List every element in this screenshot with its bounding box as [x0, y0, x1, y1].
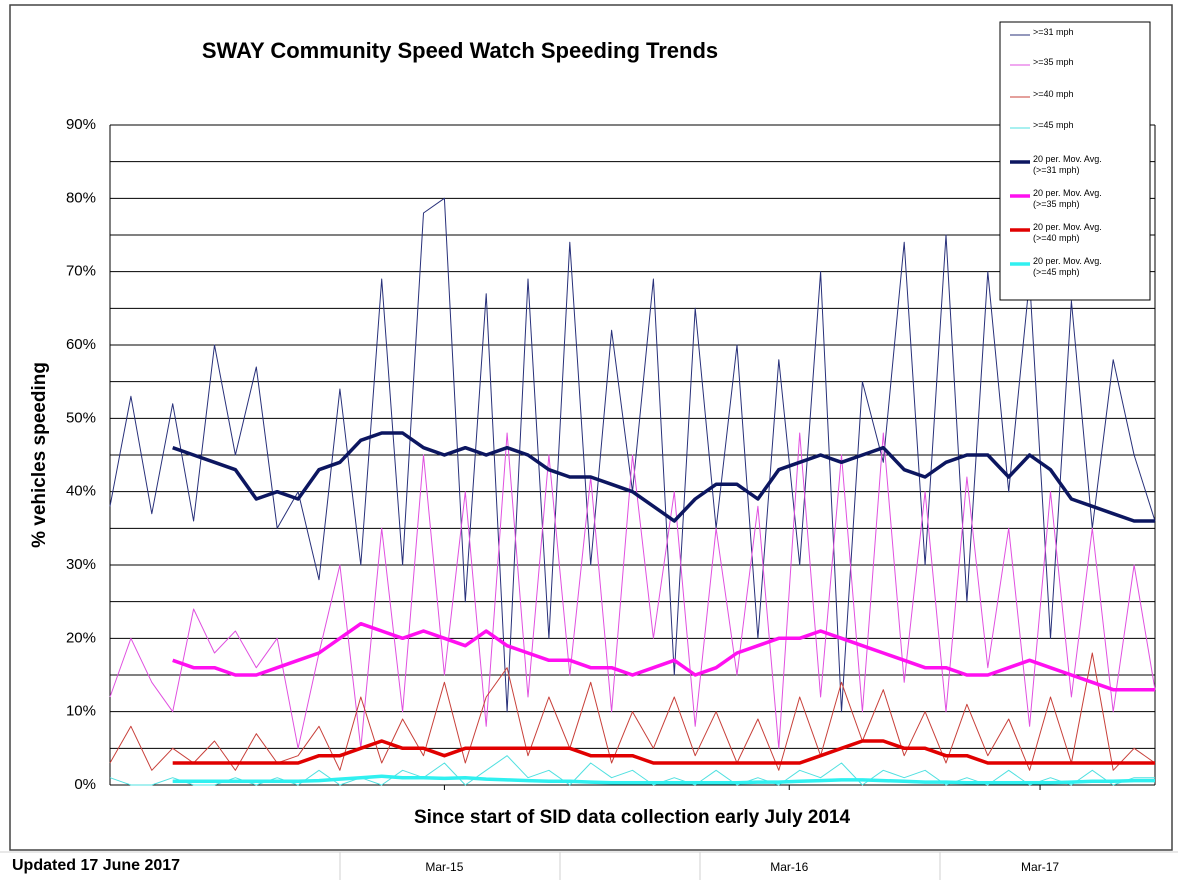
footer-note: Updated 17 June 2017 — [12, 857, 180, 874]
y-tick-label: 10% — [66, 703, 96, 720]
y-axis-label: % vehicles speeding — [29, 362, 50, 548]
y-tick-label: 50% — [66, 409, 96, 426]
legend: >=31 mph >=35 mph >=40 mph >=45 mph 20 per. … — [999, 21, 1151, 301]
series-line — [109, 432, 1156, 749]
legend-label-box: 20 per. Mov. Avg. (>=35 mph) — [1033, 188, 1102, 209]
y-tick-label: 80% — [66, 189, 96, 206]
y-tick-label: 20% — [66, 629, 96, 646]
legend-label-box: >=35 mph — [1033, 57, 1074, 67]
series-line — [172, 739, 1155, 765]
series-line — [109, 652, 1156, 771]
series-line — [172, 431, 1155, 523]
legend-label-box: 20 per. Mov. Avg. (>=45 mph) — [1033, 256, 1102, 277]
y-tick-label: 0% — [74, 776, 96, 793]
series-line — [172, 621, 1155, 692]
x-tick-label: Mar-16 — [770, 860, 808, 874]
legend-label-box: >=45 mph — [1033, 120, 1074, 130]
x-axis-label: Since start of SID data collection early… — [414, 807, 851, 828]
legend-label: 20 per. Mov. Avg. (>=45 mph) — [1033, 256, 1102, 277]
chart-title: SWAY Community Speed Watch Speeding Tren… — [202, 38, 718, 63]
legend-label: >=35 mph — [1033, 57, 1074, 67]
legend-label-box: 20 per. Mov. Avg. (>=40 mph) — [1033, 222, 1102, 243]
legend-label-box: 20 per. Mov. Avg. (>=31 mph) — [1033, 154, 1102, 175]
y-tick-label: 30% — [66, 556, 96, 573]
legend-label-box: >=31 mph — [1033, 27, 1074, 37]
x-tick-label: Mar-17 — [1021, 860, 1059, 874]
y-tick-label: 90% — [66, 116, 96, 133]
legend-label: >=31 mph — [1033, 27, 1074, 37]
y-tick-label: 60% — [66, 336, 96, 353]
legend-label: >=40 mph — [1033, 89, 1074, 99]
y-tick-label: 70% — [66, 263, 96, 280]
legend-label: >=45 mph — [1033, 120, 1074, 130]
y-tick-label: 40% — [66, 483, 96, 500]
legend-label: 20 per. Mov. Avg. (>=31 mph) — [1033, 154, 1102, 175]
legend-label-box: >=40 mph — [1033, 89, 1074, 99]
series-line — [172, 774, 1155, 785]
plot-area: 0% 10% 20% 30% 40% 50% 60% 70% 80% 90% Mar-15 Mar-1… — [66, 116, 1156, 874]
legend-label: 20 per. Mov. Avg. (>=40 mph) — [1033, 222, 1102, 243]
x-tick-label: Mar-15 — [425, 860, 463, 874]
legend-label: 20 per. Mov. Avg. (>=35 mph) — [1033, 188, 1102, 209]
